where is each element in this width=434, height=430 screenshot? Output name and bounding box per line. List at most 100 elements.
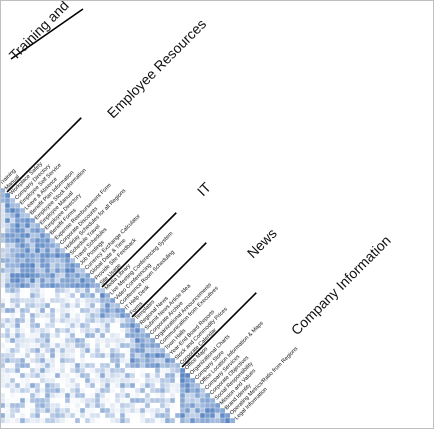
heatmap-cell — [159, 402, 166, 409]
heatmap-cell — [109, 387, 116, 394]
heatmap-cell — [4, 307, 11, 314]
heatmap-cell — [54, 297, 61, 304]
heatmap-cell — [64, 387, 71, 394]
heatmap-cell — [1, 242, 6, 249]
heatmap-cell — [24, 317, 31, 324]
heatmap-cell — [114, 307, 121, 314]
heatmap-cell — [94, 382, 101, 389]
heatmap-cell — [149, 412, 156, 419]
heatmap-cell — [159, 417, 166, 424]
heatmap-cell — [134, 347, 141, 354]
heatmap-cell — [9, 347, 16, 354]
heatmap-cell — [159, 352, 166, 359]
heatmap-cell — [74, 377, 81, 384]
heatmap-cell — [9, 362, 16, 369]
heatmap-cell — [4, 327, 11, 334]
heatmap-cell — [89, 287, 96, 294]
heatmap-cell — [89, 357, 96, 364]
heatmap-cell — [34, 332, 41, 339]
heatmap-cell — [19, 287, 26, 294]
heatmap-cell — [24, 247, 31, 254]
heatmap-cell — [29, 232, 36, 239]
heatmap-cell — [94, 307, 101, 314]
heatmap-cell — [9, 282, 16, 289]
heatmap-cell — [99, 367, 106, 374]
heatmap-cell — [24, 357, 31, 364]
heatmap-cell — [54, 387, 61, 394]
heatmap-cell — [24, 347, 31, 354]
heatmap-cell — [189, 392, 196, 399]
heatmap-cell — [174, 367, 181, 374]
heatmap-cell — [99, 407, 106, 414]
heatmap-cell — [144, 342, 151, 349]
heatmap-cell — [164, 397, 171, 404]
heatmap-cell — [24, 222, 31, 229]
heatmap-cell — [1, 272, 6, 279]
heatmap-cell — [1, 362, 6, 369]
group-divider — [6, 117, 82, 193]
heatmap-cell — [24, 257, 31, 264]
heatmap-cell — [129, 337, 136, 344]
heatmap-cell — [39, 322, 46, 329]
heatmap-cell — [79, 287, 86, 294]
heatmap-cell — [74, 412, 81, 419]
heatmap-cell — [224, 417, 231, 424]
heatmap-cell — [119, 332, 126, 339]
heatmap-cell — [69, 322, 76, 329]
heatmap-cell — [109, 407, 116, 414]
heatmap-cell — [99, 332, 106, 339]
heatmap-cell — [44, 372, 51, 379]
heatmap-cell — [114, 347, 121, 354]
heatmap-cell — [119, 372, 126, 379]
heatmap-cell — [54, 352, 61, 359]
heatmap-cell — [104, 347, 111, 354]
heatmap-cell — [44, 247, 51, 254]
heatmap-cell — [94, 397, 101, 404]
heatmap-cell — [59, 387, 66, 394]
heatmap-cell — [124, 407, 131, 414]
heatmap-cell — [44, 382, 51, 389]
heatmap-cell — [84, 362, 91, 369]
heatmap-cell — [9, 407, 16, 414]
heatmap-cell — [29, 312, 36, 319]
heatmap-cell — [159, 397, 166, 404]
heatmap-cell — [54, 307, 61, 314]
heatmap-cell — [59, 347, 66, 354]
heatmap-cell — [119, 392, 126, 399]
heatmap-cell — [24, 392, 31, 399]
heatmap-cell — [174, 387, 181, 394]
heatmap-cell — [24, 252, 31, 259]
heatmap-cell — [9, 372, 16, 379]
heatmap-cell — [29, 382, 36, 389]
heatmap-cell — [64, 412, 71, 419]
heatmap-cell — [79, 362, 86, 369]
heatmap-cell — [54, 277, 61, 284]
heatmap-cell — [134, 407, 141, 414]
heatmap-cell — [149, 397, 156, 404]
heatmap-cell — [89, 342, 96, 349]
heatmap-cell — [74, 342, 81, 349]
heatmap-cell — [39, 382, 46, 389]
heatmap-cell — [154, 407, 161, 414]
heatmap-cell — [104, 312, 111, 319]
heatmap-cell — [94, 317, 101, 324]
heatmap-cell — [104, 337, 111, 344]
heatmap-cell — [59, 312, 66, 319]
heatmap-cell — [154, 392, 161, 399]
heatmap-cell — [59, 417, 66, 424]
heatmap-cell — [89, 417, 96, 424]
heatmap-cell — [129, 377, 136, 384]
heatmap-cell — [174, 417, 181, 424]
heatmap-cell — [19, 322, 26, 329]
heatmap-cell — [134, 387, 141, 394]
heatmap-cell — [79, 332, 86, 339]
heatmap-cell — [134, 367, 141, 374]
heatmap-cell — [169, 407, 176, 414]
heatmap-cell — [29, 347, 36, 354]
heatmap-cell — [59, 412, 66, 419]
heatmap-cell — [99, 302, 106, 309]
heatmap-cell — [19, 222, 26, 229]
heatmap-cell — [194, 392, 201, 399]
heatmap-cell — [114, 342, 121, 349]
heatmap-cell — [24, 322, 31, 329]
